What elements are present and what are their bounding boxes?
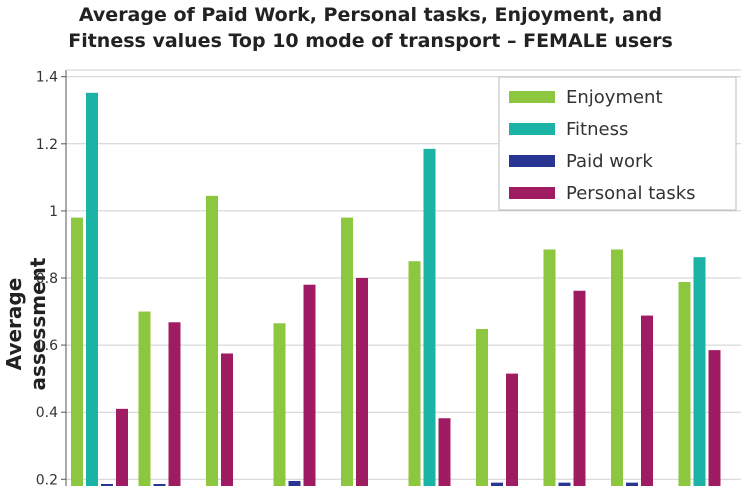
chart-title-line-1: Average of Paid Work, Personal tasks, En… — [78, 4, 663, 26]
y-tick-label: 0.8 — [36, 271, 58, 287]
legend-label-enjoyment: Enjoyment — [566, 87, 663, 108]
bar-paid-work — [288, 480, 301, 486]
bar-personal-tasks — [573, 290, 586, 486]
bar-enjoyment — [138, 311, 151, 486]
y-tick-label: 1 — [49, 204, 58, 220]
bar-enjoyment — [206, 195, 218, 486]
bar-paid-work — [491, 482, 503, 486]
bar-paid-work — [626, 482, 638, 486]
bar-enjoyment — [273, 323, 286, 486]
legend-label-personal-tasks: Personal tasks — [566, 183, 696, 204]
bar-personal-tasks — [641, 315, 653, 486]
y-tick-label: 0.2 — [36, 472, 58, 486]
y-tick-label: 1.4 — [36, 70, 58, 86]
bar-enjoyment — [476, 328, 488, 486]
bar-fitness — [693, 257, 706, 486]
y-tick-label: 0.4 — [36, 405, 58, 421]
bar-personal-tasks — [303, 284, 316, 486]
bar-enjoyment — [678, 282, 691, 486]
y-tick-label: 1.2 — [36, 137, 58, 153]
bar-enjoyment — [341, 217, 353, 486]
bar-personal-tasks — [116, 408, 128, 486]
bars — [71, 92, 721, 486]
chart-title-line-2: Fitness values Top 10 mode of transport … — [68, 30, 673, 52]
legend-label-paid-work: Paid work — [566, 151, 653, 172]
legend: Enjoyment Fitness Paid work Personal tasks — [498, 76, 737, 211]
legend-swatch-paid-work — [509, 155, 555, 167]
bar-enjoyment — [543, 249, 556, 486]
bar-personal-tasks — [356, 278, 368, 486]
y-tick-label: 0.6 — [36, 338, 58, 354]
bar-personal-tasks — [221, 353, 233, 486]
bar-enjoyment — [611, 249, 623, 486]
bar-paid-work — [101, 484, 113, 486]
bar-fitness — [86, 92, 98, 486]
bar-enjoyment — [408, 261, 421, 486]
legend-label-fitness: Fitness — [566, 119, 628, 140]
axes — [61, 69, 741, 486]
legend-swatch-fitness — [509, 123, 555, 135]
bar-paid-work — [153, 484, 166, 486]
bar-personal-tasks — [438, 418, 451, 486]
bar-personal-tasks — [168, 322, 181, 486]
bar-fitness — [423, 148, 436, 486]
y-tick-labels: 0.2 0.4 0.6 0.8 1 1.2 1.4 — [36, 70, 58, 486]
legend-swatch-enjoyment — [509, 91, 555, 103]
bar-personal-tasks — [506, 373, 518, 486]
chart-title: Average of Paid Work, Personal tasks, En… — [0, 2, 741, 54]
legend-swatch-personal-tasks — [509, 187, 555, 199]
bar-enjoyment — [71, 217, 83, 486]
bar-personal-tasks — [708, 350, 721, 486]
bar-paid-work — [558, 482, 571, 486]
